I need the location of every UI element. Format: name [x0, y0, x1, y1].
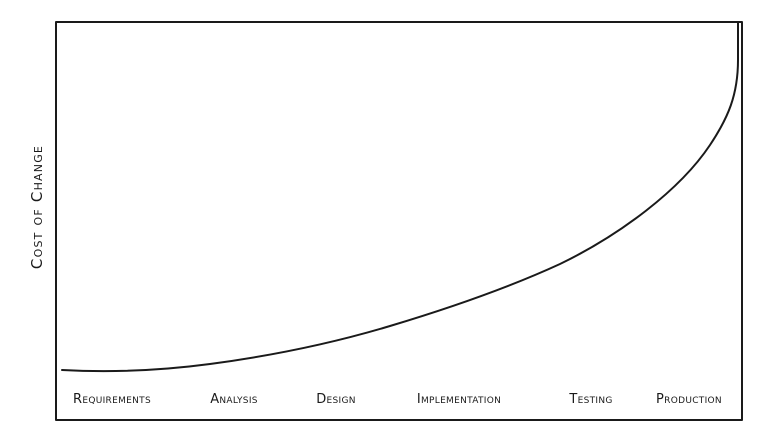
x-tick-label: Production	[656, 392, 722, 407]
x-tick-label: Implementation	[417, 392, 501, 407]
plot-frame	[55, 21, 743, 421]
x-tick-label: Testing	[568, 392, 612, 407]
x-tick-label: Requirements	[73, 392, 151, 407]
x-tick-label: Design	[316, 392, 356, 407]
y-axis-label: Cost of Change	[28, 145, 46, 269]
x-tick-label: Analysis	[210, 392, 258, 407]
x-axis-tick-labels: Requirements Analysis Design Implementation…	[73, 392, 722, 407]
cost-curve	[61, 21, 739, 373]
